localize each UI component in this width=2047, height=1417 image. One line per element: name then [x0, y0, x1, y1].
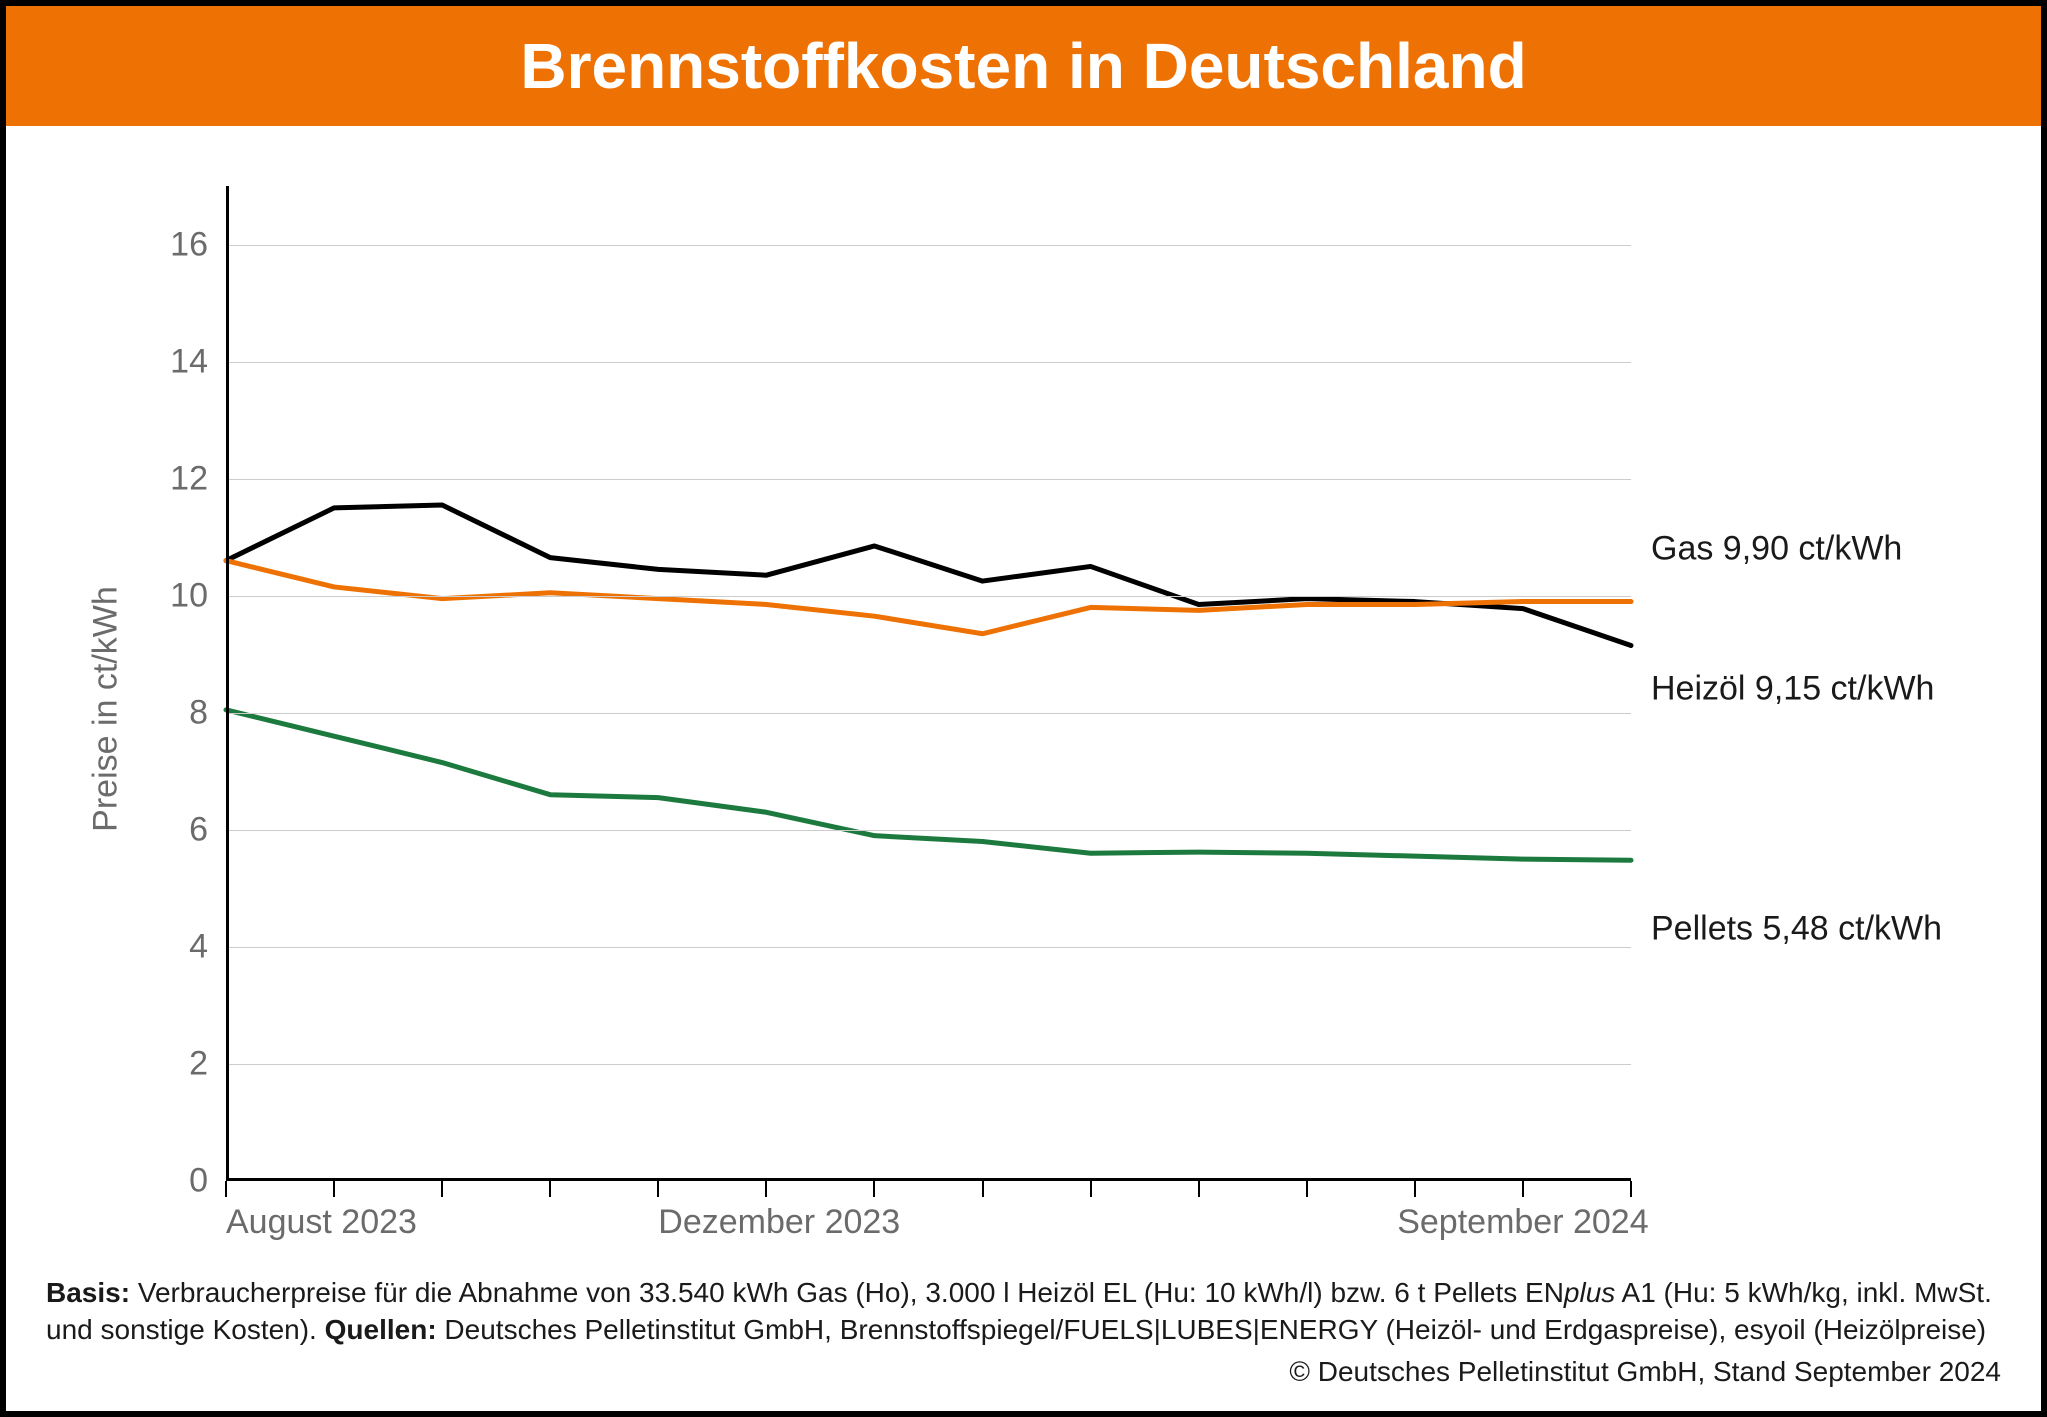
chart-area: Preise in ct/kWh 0246810121416August 202… [46, 156, 2001, 1261]
gridline [226, 245, 1631, 246]
gridline [226, 830, 1631, 831]
gridline [226, 713, 1631, 714]
footer-copyright: © Deutsches Pelletinstitut GmbH, Stand S… [46, 1353, 2001, 1391]
gridline [226, 596, 1631, 597]
ytick-label: 16 [128, 225, 226, 264]
series-line-heizöl [226, 561, 1631, 634]
xtick-mark [1090, 1181, 1092, 1197]
footer-quellen-label: Quellen: [325, 1314, 437, 1345]
footer-quellen-text: Deutsches Pelletinstitut GmbH, Brennstof… [437, 1314, 1987, 1345]
xtick-mark [549, 1181, 551, 1197]
ytick-label: 6 [128, 810, 226, 849]
ytick-label: 8 [128, 693, 226, 732]
series-label-gas: Gas 9,90 ct/kWh [1631, 529, 1902, 568]
plot-area: 0246810121416August 2023Dezember 2023Sep… [226, 186, 1631, 1181]
ytick-label: 10 [128, 576, 226, 615]
footer-basis-text-a: Verbraucherpreise für die Abnahme von 33… [130, 1277, 1564, 1308]
title-bar: Brennstoffkosten in Deutschland [6, 6, 2041, 126]
chart-frame: Brennstoffkosten in Deutschland Preise i… [0, 0, 2047, 1417]
gridline [226, 479, 1631, 480]
xtick-mark [441, 1181, 443, 1197]
ytick-label: 2 [128, 1044, 226, 1083]
xtick-label: September 2024 [1397, 1181, 1648, 1242]
xtick-label: Dezember 2023 [658, 1181, 900, 1242]
gridline [226, 947, 1631, 948]
xtick-mark [1198, 1181, 1200, 1197]
ytick-label: 14 [128, 342, 226, 381]
y-axis-label: Preise in ct/kWh [87, 586, 126, 832]
series-line-pellets [226, 710, 1631, 860]
gridline [226, 362, 1631, 363]
ytick-label: 4 [128, 927, 226, 966]
y-axis [226, 186, 229, 1181]
footer-basis-plus: plus [1564, 1277, 1615, 1308]
footer-line-1: Basis: Verbraucherpreise für die Abnahme… [46, 1274, 2001, 1350]
chart-footer: Basis: Verbraucherpreise für die Abnahme… [46, 1274, 2001, 1391]
ytick-label: 12 [128, 459, 226, 498]
series-label-pellets: Pellets 5,48 ct/kWh [1631, 910, 1942, 949]
xtick-mark [982, 1181, 984, 1197]
xtick-mark [1306, 1181, 1308, 1197]
gridline [226, 1064, 1631, 1065]
line-series-svg [226, 186, 1631, 1181]
xtick-label: August 2023 [226, 1181, 417, 1242]
footer-basis-label: Basis: [46, 1277, 130, 1308]
series-label-heizöl: Heizöl 9,15 ct/kWh [1631, 670, 1934, 709]
chart-title: Brennstoffkosten in Deutschland [520, 29, 1526, 103]
ytick-label: 0 [128, 1162, 226, 1201]
